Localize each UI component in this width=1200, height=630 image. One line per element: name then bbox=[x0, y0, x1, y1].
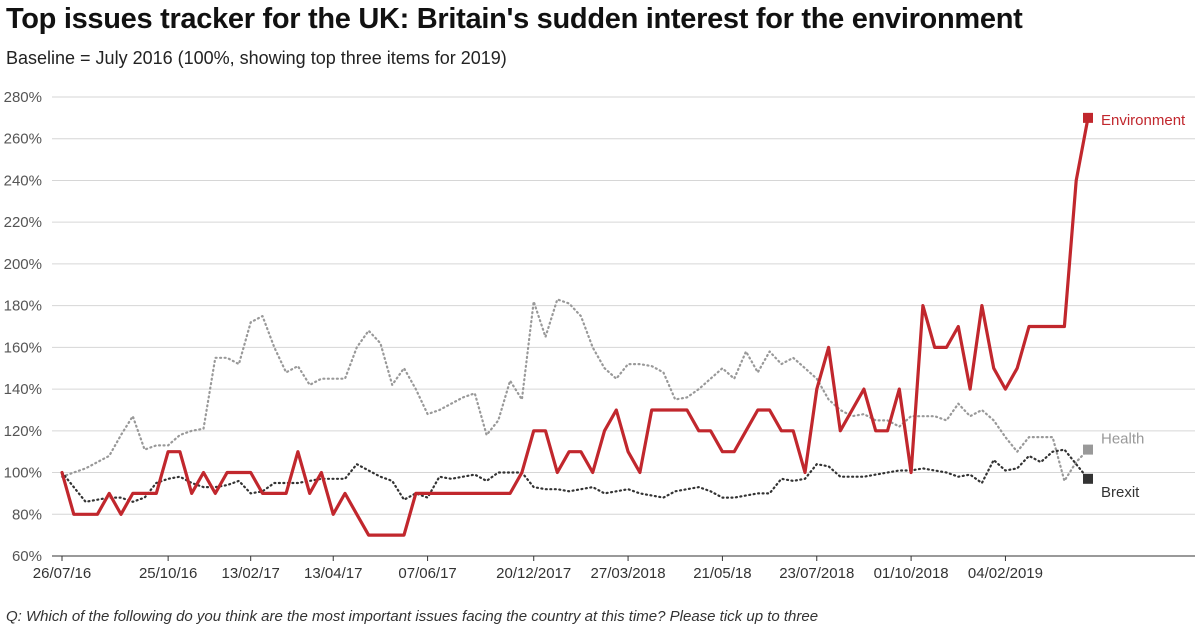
chart-title: Top issues tracker for the UK: Britain's… bbox=[6, 3, 1023, 35]
series-label-health: Health bbox=[1101, 431, 1144, 448]
end-marker-brexit bbox=[1083, 473, 1093, 484]
series-line-environment bbox=[60, 116, 1090, 537]
y-tick-label: 80% bbox=[12, 506, 42, 523]
gridlines bbox=[52, 96, 1195, 557]
x-tick-label: 04/02/2019 bbox=[968, 565, 1043, 582]
x-tick-label: 13/02/17 bbox=[221, 565, 279, 582]
x-tick-label: 07/06/17 bbox=[398, 565, 456, 582]
x-tick-label: 25/10/16 bbox=[139, 565, 197, 582]
y-axis-ticks: 60% 80% 100% 120% 140% 160% 180% 200% 220% 240% 26… bbox=[4, 89, 42, 565]
x-tick-label: 23/07/2018 bbox=[779, 565, 854, 582]
chart-footnote: Q: Which of the following do you think a… bbox=[6, 608, 819, 625]
series-lines bbox=[60, 112, 1093, 537]
x-axis-ticks: 26/07/16 25/10/16 13/02/17 13/04/17 07/06/17… bbox=[33, 556, 1043, 582]
end-marker-health bbox=[1083, 444, 1093, 455]
y-tick-label: 180% bbox=[4, 298, 42, 315]
y-tick-label: 140% bbox=[4, 381, 42, 398]
series-labels: Health Brexit Environment bbox=[1101, 112, 1186, 501]
y-tick-label: 120% bbox=[4, 423, 42, 440]
y-tick-label: 100% bbox=[4, 465, 42, 482]
x-tick-label: 20/12/2017 bbox=[496, 565, 571, 582]
series-label-environment: Environment bbox=[1101, 112, 1186, 129]
x-tick-label: 21/05/18 bbox=[693, 565, 751, 582]
y-tick-label: 240% bbox=[4, 172, 42, 189]
y-tick-label: 200% bbox=[4, 256, 42, 273]
x-tick-label: 26/07/16 bbox=[33, 565, 91, 582]
y-tick-label: 220% bbox=[4, 214, 42, 231]
series-line-health bbox=[60, 298, 1090, 482]
chart-subtitle: Baseline = July 2016 (100%, showing top … bbox=[6, 48, 507, 68]
y-tick-label: 280% bbox=[4, 89, 42, 106]
series-line-brexit bbox=[60, 448, 1090, 503]
end-marker-environment bbox=[1083, 112, 1093, 123]
y-tick-label: 160% bbox=[4, 339, 42, 356]
series-label-brexit: Brexit bbox=[1101, 484, 1140, 501]
y-tick-label: 260% bbox=[4, 131, 42, 148]
y-tick-label: 60% bbox=[12, 548, 42, 565]
x-tick-label: 01/10/2018 bbox=[874, 565, 949, 582]
x-tick-label: 27/03/2018 bbox=[591, 565, 666, 582]
x-tick-label: 13/04/17 bbox=[304, 565, 362, 582]
